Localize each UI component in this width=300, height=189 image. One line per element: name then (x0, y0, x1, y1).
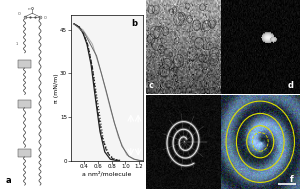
Bar (18, 149, 31, 157)
Text: a: a (5, 176, 11, 185)
Text: d: d (288, 81, 294, 90)
Y-axis label: π (mN/m): π (mN/m) (54, 73, 58, 103)
Text: b: b (131, 19, 137, 29)
Text: f: f (290, 175, 294, 184)
Text: 1: 1 (16, 42, 18, 46)
Text: O: O (18, 12, 21, 16)
Bar (18, 100, 31, 108)
Text: O: O (44, 16, 46, 20)
X-axis label: a nm²/molecule: a nm²/molecule (82, 170, 131, 176)
Bar (18, 60, 31, 68)
Text: n: n (28, 7, 30, 11)
Text: c: c (148, 81, 154, 90)
